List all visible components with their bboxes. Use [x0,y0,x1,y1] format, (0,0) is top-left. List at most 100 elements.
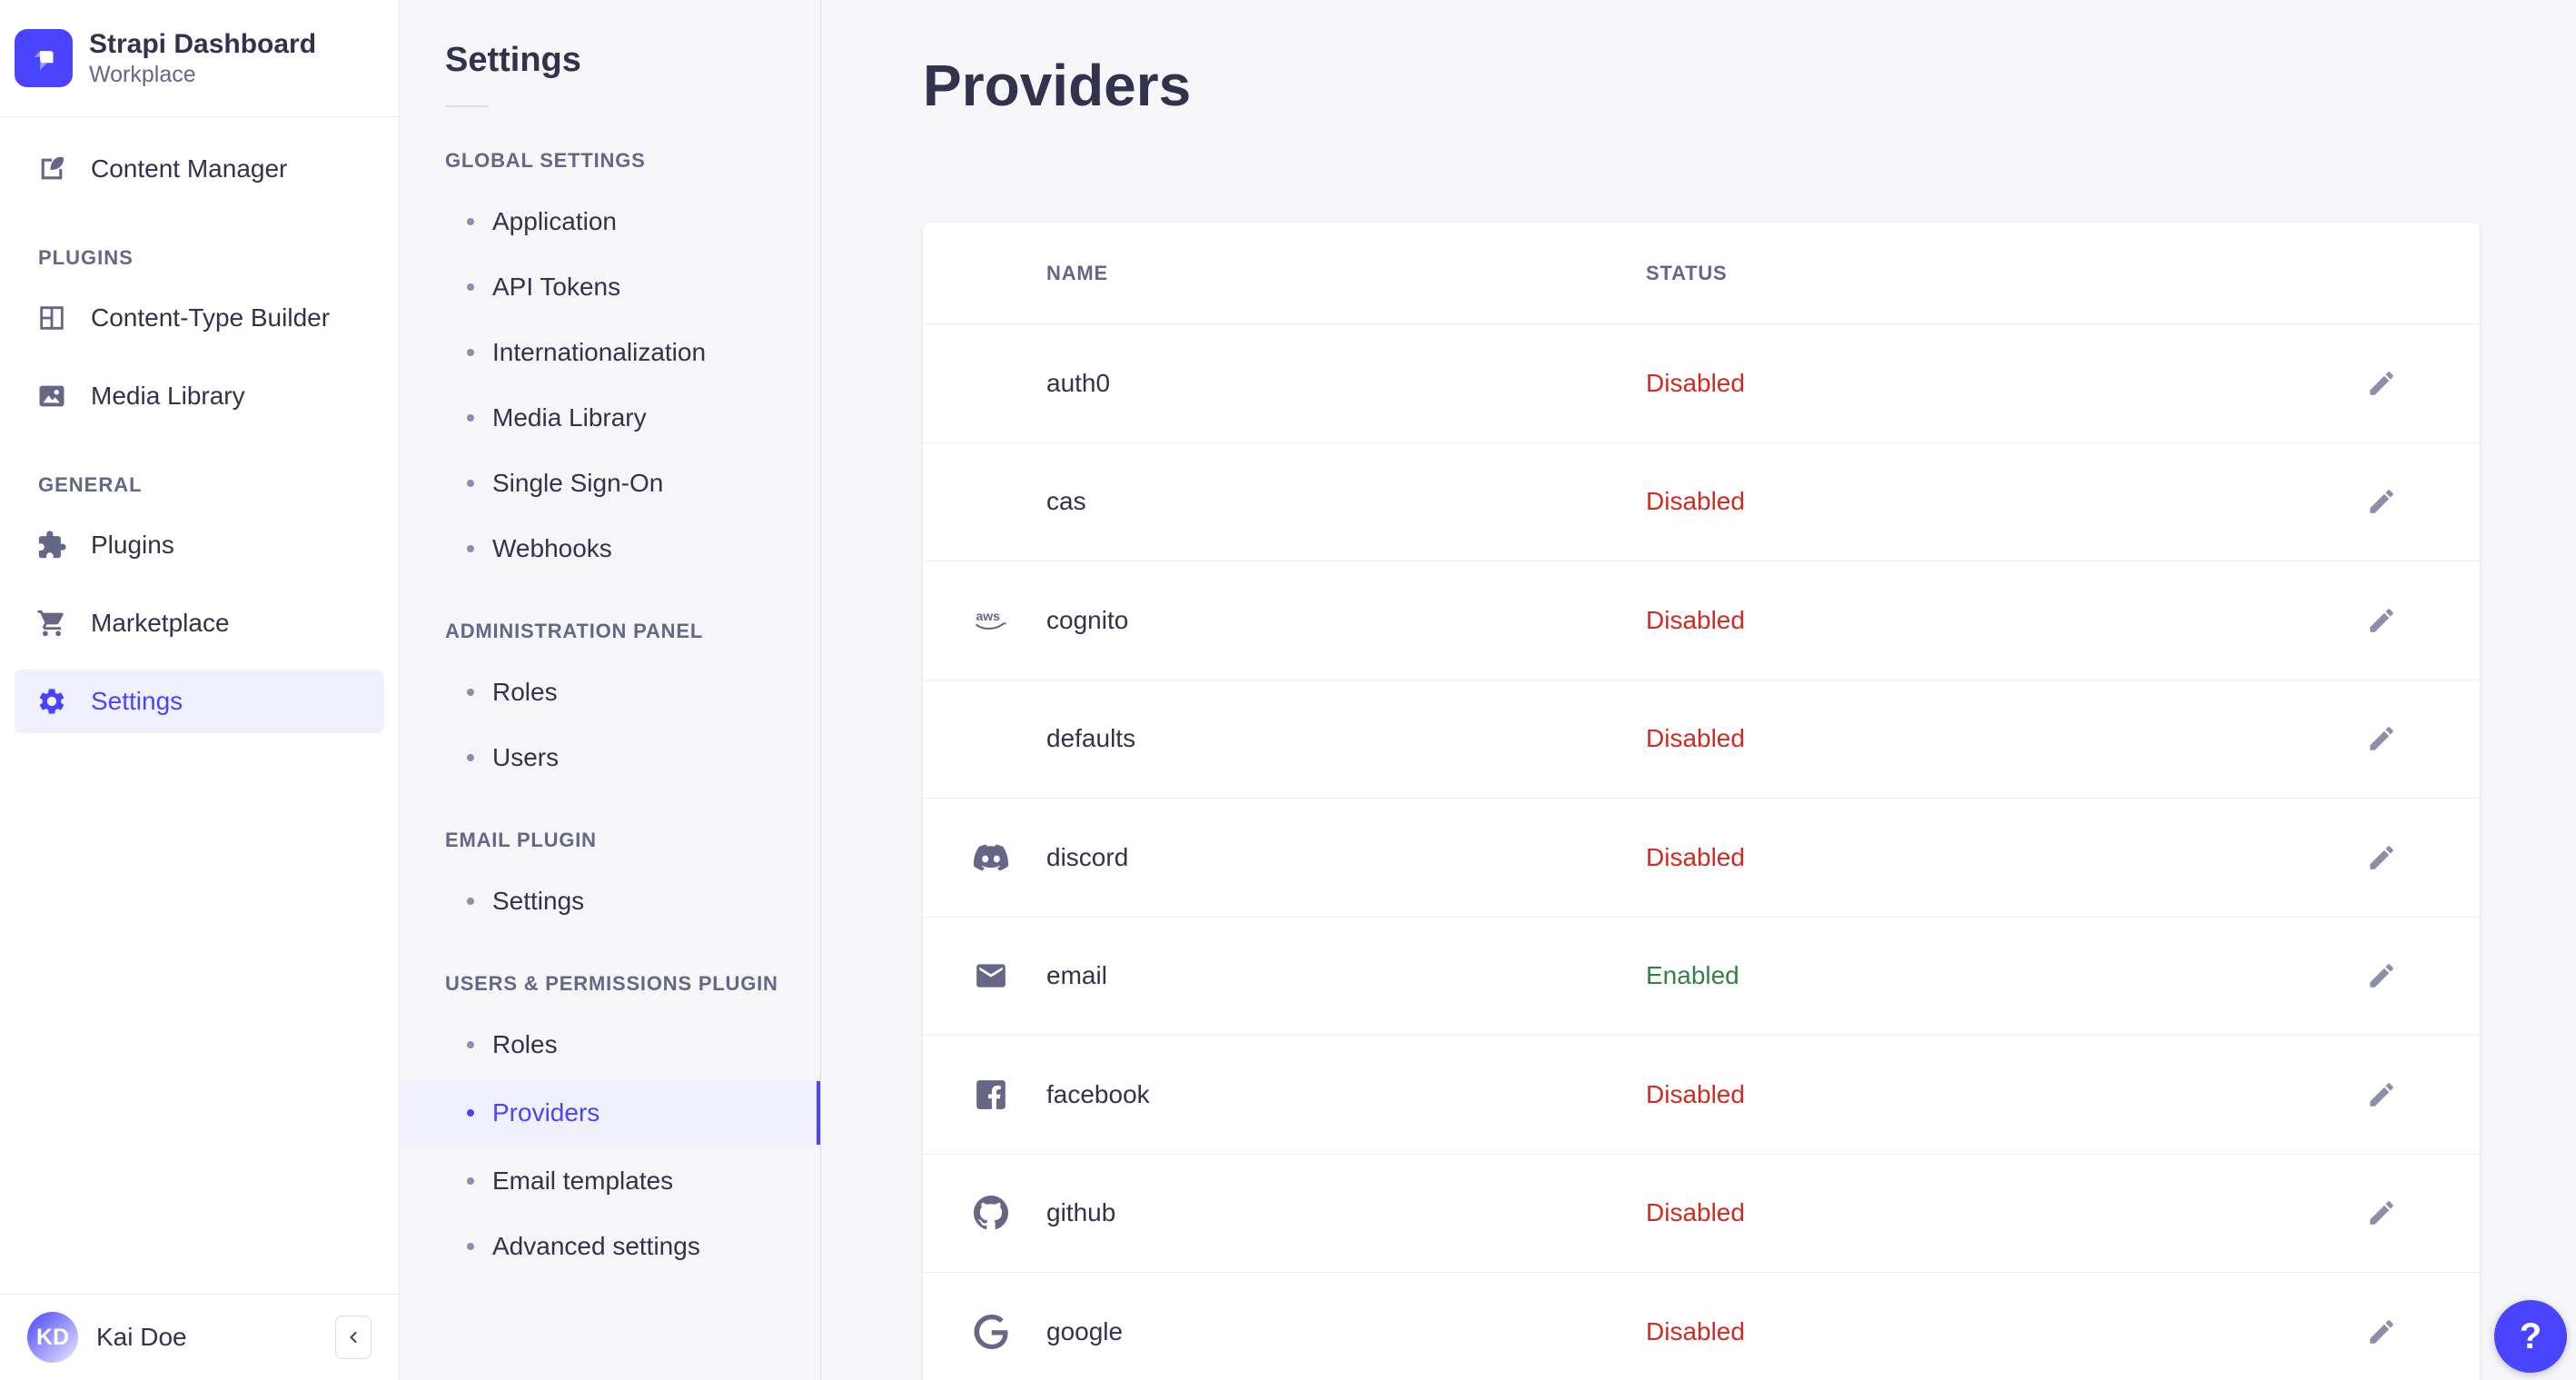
bullet-icon [467,1109,474,1117]
subnav-item-label: Providers [492,1098,600,1127]
subnav-item-label: Roles [492,678,558,706]
sidebar-item-settings[interactable]: Settings [15,670,384,733]
status-badge: Disabled [1646,724,1745,753]
bullet-icon [467,754,474,761]
sidebar-footer: KD Kai Doe [0,1294,399,1380]
bullet-icon [467,414,474,422]
edit-provider-button[interactable] [2362,719,2402,759]
sidebar-item-content-type-builder[interactable]: Content-Type Builder [15,286,384,350]
bullet-icon [467,1243,474,1250]
status-badge: Disabled [1646,605,1745,634]
subnav-title: Settings [445,41,581,79]
status-badge: Disabled [1646,842,1745,871]
sidebar-item-media-library[interactable]: Media Library [15,364,384,428]
status-badge: Disabled [1646,1079,1745,1108]
sidebar-item-marketplace[interactable]: Marketplace [15,591,384,655]
subnav-item-webhooks[interactable]: Webhooks [400,520,820,578]
subnav-item-single-sign-on[interactable]: Single Sign-On [400,454,820,512]
bullet-icon [467,545,474,552]
table-row-defaults[interactable]: defaults Disabled [923,680,2480,799]
marketplace-icon [36,608,67,639]
status-badge: Disabled [1646,1316,1745,1345]
edit-pencil-icon [2366,842,2397,873]
subnav-section-label-users-permissions-plugin: USERS & PERMISSIONS PLUGIN [445,972,778,995]
edit-provider-button[interactable] [2362,1193,2402,1233]
table-row-email[interactable]: email Enabled [923,918,2480,1036]
provider-name: email [1046,961,1107,990]
provider-name: auth0 [1046,368,1111,397]
bullet-icon [467,1177,474,1185]
row-actions [2362,482,2402,521]
table-row-github[interactable]: github Disabled [923,1155,2480,1273]
edit-provider-button[interactable] [2362,1075,2402,1115]
table-row-cognito[interactable]: aws cognito Disabled [923,561,2480,680]
bullet-icon [467,218,474,225]
collapse-sidebar-button[interactable] [335,1315,372,1359]
row-actions [2362,363,2402,403]
email-icon [974,958,1008,993]
bullet-icon [467,689,474,696]
table-row-discord[interactable]: discord Disabled [923,799,2480,918]
subnav-item-label: Email templates [492,1167,674,1195]
table-body: auth0 Disabled cas Disabled aws cognito Disabl… [923,324,2480,1380]
edit-pencil-icon [2366,1316,2397,1347]
subnav-item-advanced-settings[interactable]: Advanced settings [400,1217,820,1276]
subnav-item-label: Single Sign-On [492,469,664,497]
subnav-item-application[interactable]: Application [400,193,820,251]
subnav-item-roles[interactable]: Roles [400,1016,820,1074]
table-row-cas[interactable]: cas Disabled [923,443,2480,561]
subnav-item-label: Webhooks [492,534,612,562]
content-type-builder-icon [36,303,67,333]
edit-pencil-icon [2366,605,2397,636]
avatar[interactable]: KD [27,1312,78,1363]
edit-pencil-icon [2366,368,2397,399]
workspace-text: Strapi Dashboard Workplace [89,28,316,88]
edit-provider-button[interactable] [2362,363,2402,403]
edit-provider-button[interactable] [2362,482,2402,521]
subnav-item-roles[interactable]: Roles [400,663,820,721]
edit-pencil-icon [2366,486,2397,517]
subnav-item-media-library[interactable]: Media Library [400,389,820,447]
provider-name: defaults [1046,724,1136,753]
table-row-google[interactable]: google Disabled [923,1273,2480,1380]
subnav-item-internationalization[interactable]: Internationalization [400,323,820,382]
status-badge: Disabled [1646,487,1745,516]
edit-provider-button[interactable] [2362,601,2402,640]
page-title: Providers [923,53,1192,118]
providers-table-card: NAME STATUS auth0 Disabled cas Disabled aws c… [923,223,2480,1380]
subnav-item-email-templates[interactable]: Email templates [400,1152,820,1210]
facebook-icon [974,1077,1008,1112]
workspace-header: Strapi Dashboard Workplace [0,0,399,116]
github-icon [974,1196,1008,1230]
sidebar-item-label: Marketplace [91,609,230,637]
edit-provider-button[interactable] [2362,1312,2402,1352]
nav-section-label-plugins: PLUGINS [38,246,134,269]
sidebar-divider [0,116,399,117]
discord-icon [974,840,1008,875]
help-button[interactable]: ? [2494,1300,2567,1373]
table-row-auth0[interactable]: auth0 Disabled [923,324,2480,443]
svg-text:aws: aws [976,609,1000,623]
bullet-icon [467,1041,474,1048]
sidebar-item-content-manager[interactable]: Content Manager [15,137,384,201]
subnav-item-label: Settings [492,887,585,915]
subnav-section-label-administration-panel: ADMINISTRATION PANEL [445,620,704,642]
subnav-item-label: Roles [492,1030,558,1058]
user-name[interactable]: Kai Doe [96,1323,187,1351]
status-badge: Disabled [1646,368,1745,397]
subnav-item-label: Internationalization [492,338,707,366]
bullet-icon [467,898,474,905]
bullet-icon [467,480,474,487]
subnav-item-settings[interactable]: Settings [400,872,820,930]
nav-section-label-general: GENERAL [38,473,143,496]
main-sidebar: Strapi Dashboard Workplace Content Manag… [0,0,400,1380]
table-row-facebook[interactable]: facebook Disabled [923,1036,2480,1155]
sidebar-item-label: Settings [91,687,183,715]
edit-provider-button[interactable] [2362,838,2402,878]
edit-provider-button[interactable] [2362,956,2402,996]
subnav-item-providers[interactable]: Providers [400,1081,820,1145]
sidebar-item-plugins[interactable]: Plugins [15,513,384,577]
subnav-item-users[interactable]: Users [400,729,820,787]
subnav-item-api-tokens[interactable]: API Tokens [400,258,820,316]
